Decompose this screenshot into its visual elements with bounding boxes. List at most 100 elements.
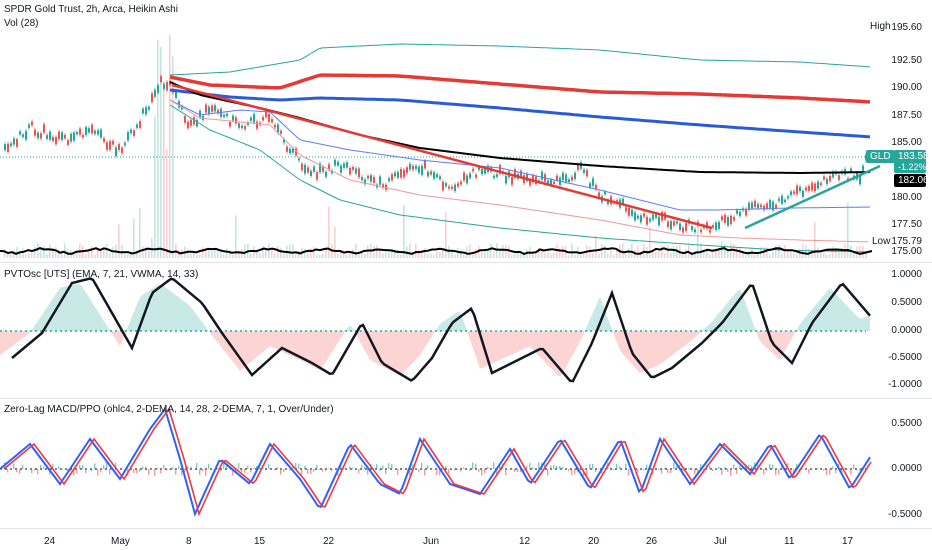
- volume-bar: [397, 249, 399, 258]
- osc-fill: [525, 331, 528, 349]
- osc-fill: [660, 331, 663, 365]
- macd-histogram-bar: [175, 469, 177, 475]
- osc-fill: [297, 331, 300, 360]
- osc-fill: [276, 331, 279, 351]
- macd-histogram-bar: [220, 469, 222, 471]
- uptrend-line: [744, 164, 881, 230]
- candle-body: [343, 163, 345, 168]
- volume-bar: [715, 248, 717, 258]
- candle-body: [724, 214, 726, 223]
- macd-histogram-bar: [202, 469, 204, 471]
- candle-body: [367, 175, 369, 179]
- volume-bar: [655, 251, 657, 258]
- candle-body: [370, 175, 372, 182]
- macd-histogram-bar: [208, 464, 210, 469]
- macd-histogram-bar: [748, 464, 750, 469]
- volume-bar: [790, 249, 792, 258]
- candle-body: [499, 165, 501, 174]
- pane-separator[interactable]: [0, 262, 932, 263]
- candle-body: [709, 229, 711, 233]
- candle-body: [469, 173, 471, 179]
- volume-bar: [607, 253, 609, 258]
- candle-body: [571, 176, 573, 181]
- volume-bar: [436, 252, 438, 258]
- volume-bar: [841, 247, 843, 258]
- osc-fill: [786, 331, 789, 349]
- volume-bar: [304, 249, 306, 258]
- volume-bar: [28, 253, 30, 258]
- volume-bar: [640, 253, 642, 258]
- macd-histogram-bar: [184, 469, 186, 473]
- price-chart[interactable]: [0, 0, 932, 262]
- macd-histogram-bar: [43, 466, 45, 469]
- candle-body: [829, 175, 831, 182]
- osc-fill: [825, 290, 828, 331]
- osc-fill: [21, 331, 24, 340]
- candle-body: [286, 146, 288, 152]
- volume-bar: [775, 246, 777, 258]
- osc-fill: [291, 331, 294, 358]
- osc-fill: [240, 331, 243, 371]
- pvt-oscillator-chart[interactable]: [0, 263, 932, 398]
- volume-bar: [418, 250, 420, 258]
- candle-body: [142, 108, 144, 114]
- time-label: 12: [519, 536, 531, 547]
- macd-histogram-bar: [307, 469, 309, 474]
- candle-body: [439, 176, 441, 180]
- candle-body: [787, 196, 789, 199]
- osc-fill: [702, 328, 705, 331]
- macd-histogram-bar: [283, 469, 285, 472]
- osc-fill: [99, 313, 102, 331]
- candle-body: [757, 204, 759, 209]
- volume-bar: [706, 248, 708, 258]
- osc-fill: [744, 298, 747, 331]
- osc-fill: [300, 331, 303, 362]
- volume-bar: [274, 253, 276, 258]
- macd-histogram-bar: [481, 469, 483, 476]
- candle-body: [322, 167, 324, 172]
- osc-fill: [159, 284, 162, 331]
- volume-bar: [556, 244, 558, 258]
- candle-body: [790, 191, 792, 195]
- volume-bar: [781, 253, 783, 258]
- volume-bar: [469, 244, 471, 258]
- volume-bar: [616, 250, 618, 258]
- candle-body: [388, 178, 390, 182]
- candle-body: [691, 226, 693, 230]
- macd-histogram-bar: [619, 466, 621, 469]
- candle-body: [775, 204, 777, 209]
- osc-fill: [618, 331, 621, 352]
- osc-fill: [393, 331, 396, 374]
- macd-histogram-bar: [166, 469, 168, 471]
- pvt-oscillator-pane[interactable]: PVTOsc [UTS] (EMA, 7, 21, VWMA, 14, 33) …: [0, 263, 932, 398]
- candle-body: [148, 106, 150, 110]
- candle-body: [532, 175, 534, 183]
- osc-fill: [534, 331, 537, 354]
- macd-histogram-bar: [109, 469, 111, 475]
- candle-body: [448, 186, 450, 189]
- macd-histogram-bar: [136, 469, 138, 474]
- osc-fill: [843, 301, 846, 331]
- osc-fill: [741, 290, 744, 331]
- macd-histogram-bar: [595, 469, 597, 473]
- pane-separator[interactable]: [0, 398, 932, 399]
- osc-fill: [171, 291, 174, 331]
- osc-fill: [348, 325, 351, 331]
- candle-body: [529, 179, 531, 186]
- volume-bar: [505, 245, 507, 258]
- macd-pane[interactable]: Zero-Lag MACD/PPO (ohlc4, 2-DEMA, 14, 28…: [0, 399, 932, 528]
- candle-body: [646, 216, 648, 225]
- macd-chart[interactable]: [0, 399, 932, 528]
- volume-bar: [382, 253, 384, 258]
- osc-fill: [849, 307, 852, 331]
- candle-body: [211, 105, 213, 112]
- candle-body: [712, 225, 714, 228]
- macd-histogram-bar: [106, 462, 108, 469]
- volume-bar: [745, 253, 747, 258]
- macd-histogram-bar: [664, 467, 666, 469]
- candle-body: [454, 184, 456, 191]
- price-pane[interactable]: SPDR Gold Trust, 2h, Arca, Heikin Ashi V…: [0, 0, 932, 262]
- candle-body: [85, 127, 87, 135]
- osc-fill: [402, 331, 405, 374]
- volume-bar: [769, 254, 771, 258]
